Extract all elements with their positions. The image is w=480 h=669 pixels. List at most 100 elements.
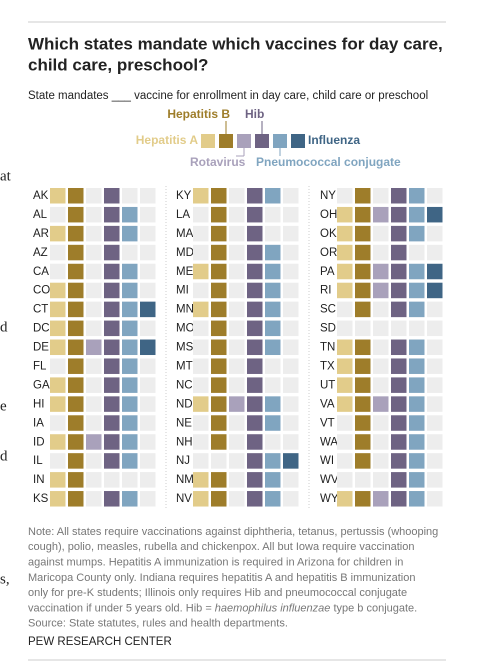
legend-swatch [273, 134, 287, 148]
vaccine-cell [50, 396, 66, 412]
vaccine-cell [355, 282, 371, 299]
state-label: NH [176, 436, 193, 448]
vaccine-cell [211, 301, 227, 318]
vaccine-cell [265, 472, 281, 488]
vaccine-cell [122, 339, 138, 356]
vaccine-cell [283, 434, 299, 450]
state-label: UT [320, 379, 335, 391]
vaccine-cell [337, 415, 353, 431]
state-label: MA [176, 228, 194, 240]
vaccine-cell [68, 339, 84, 356]
vaccine-cell [337, 472, 353, 488]
vaccine-cell [193, 339, 209, 356]
vaccine-cell [391, 415, 407, 431]
vaccine-cell [140, 472, 156, 488]
vaccine-cell [265, 396, 281, 412]
vaccine-cell [391, 491, 407, 507]
state-label: AR [33, 228, 49, 240]
vaccine-cell [68, 491, 84, 507]
vaccine-cell [68, 396, 84, 412]
vaccine-cell [140, 225, 156, 242]
vaccine-cell [193, 225, 209, 242]
vaccine-cell [337, 377, 353, 393]
vaccine-cell [104, 472, 120, 488]
vaccine-cell [355, 206, 371, 223]
vaccine-cell [265, 206, 281, 223]
vaccine-cell [229, 434, 245, 450]
vaccine-cell [68, 453, 84, 469]
vaccine-cell [140, 396, 156, 412]
state-label: OH [320, 209, 337, 221]
vaccine-cell [229, 491, 245, 507]
vaccine-cell [283, 320, 299, 337]
vaccine-cell [86, 282, 102, 299]
vaccine-cell [247, 320, 263, 337]
vaccine-cell [140, 377, 156, 393]
vaccine-cell [373, 188, 389, 204]
vaccine-cell [427, 377, 443, 393]
vaccine-cell [283, 263, 299, 280]
vaccine-cell [122, 188, 138, 204]
vaccine-cell [265, 244, 281, 261]
vaccine-cell [373, 434, 389, 450]
state-label: NJ [176, 455, 190, 467]
vaccine-cell [104, 377, 120, 393]
vaccine-cell [355, 244, 371, 261]
state-label: HI [33, 398, 45, 410]
vaccine-cell [211, 491, 227, 507]
vaccine-cell [247, 377, 263, 393]
note: cough), polio, measles, rubella and chic… [28, 541, 414, 553]
vaccine-cell [355, 377, 371, 393]
subtitle: State mandates ___ vaccine for enrollmen… [28, 90, 428, 102]
chart-title: child care, preschool? [28, 55, 208, 74]
state-label: MS [176, 342, 194, 354]
vaccine-cell [122, 301, 138, 318]
text-fragment: d [0, 319, 8, 335]
vaccine-cell [283, 491, 299, 507]
vaccine-cell [427, 244, 443, 261]
vaccine-cell [247, 415, 263, 431]
vaccine-cell [68, 377, 84, 393]
vaccine-cell [50, 415, 66, 431]
vaccine-cell [391, 453, 407, 469]
vaccine-cell [211, 339, 227, 356]
vaccine-cell [68, 415, 84, 431]
vaccine-cell [229, 225, 245, 242]
vaccine-cell [247, 282, 263, 299]
vaccine-cell [211, 358, 227, 374]
vaccine-cell [427, 188, 443, 204]
note: Maricopa County only. Indiana requires h… [28, 572, 415, 584]
vaccine-cell [427, 320, 443, 337]
vaccine-cell [193, 377, 209, 393]
vaccine-cell [104, 301, 120, 318]
legend-label: Pneumococcal conjugate [256, 155, 401, 169]
vaccine-cell [265, 358, 281, 374]
vaccine-cell [355, 225, 371, 242]
vaccine-cell [229, 472, 245, 488]
vaccine-cell [409, 188, 425, 204]
vaccine-cell [283, 472, 299, 488]
vaccine-cell [391, 244, 407, 261]
vaccine-cell [229, 415, 245, 431]
vaccine-cell [50, 377, 66, 393]
source-org: PEW RESEARCH CENTER [28, 636, 172, 648]
vaccine-cell [122, 415, 138, 431]
vaccine-cell [229, 339, 245, 356]
vaccine-cell [68, 472, 84, 488]
note-part: haemophilus influenzae [215, 602, 331, 614]
vaccine-cell [229, 358, 245, 374]
vaccine-cell [427, 358, 443, 374]
vaccine-cell [104, 339, 120, 356]
vaccine-cell [104, 206, 120, 223]
state-label: IA [33, 417, 44, 429]
vaccine-cell [140, 301, 156, 318]
vaccine-cell [337, 263, 353, 280]
vaccine-cell [104, 263, 120, 280]
state-label: NY [320, 190, 336, 202]
vaccine-cell [373, 301, 389, 318]
vaccine-cell [50, 263, 66, 280]
vaccine-cell [211, 320, 227, 337]
vaccine-cell [265, 188, 281, 204]
vaccine-cell [391, 301, 407, 318]
vaccine-cell [68, 244, 84, 261]
